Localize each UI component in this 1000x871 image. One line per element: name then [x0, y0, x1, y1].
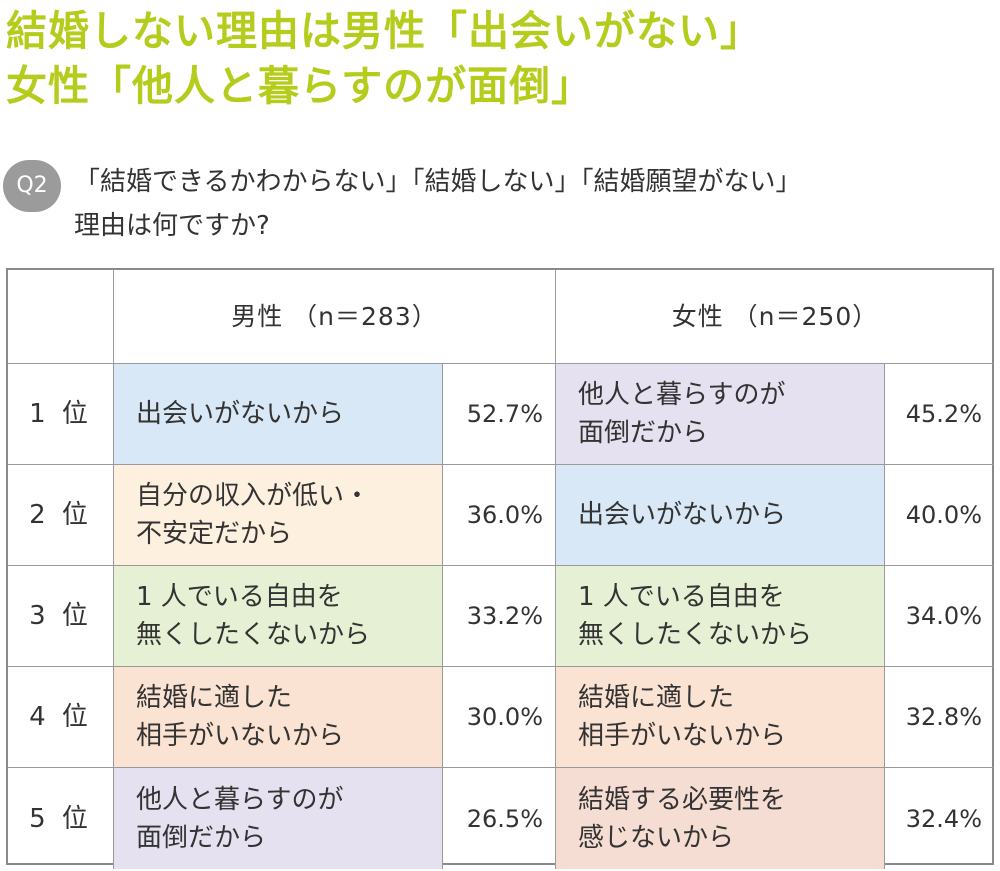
female-value: 32.4%: [885, 768, 994, 869]
rank-cell-text: 2 位: [29, 500, 92, 530]
male-value-text: 30.0%: [466, 703, 543, 731]
male-value: 30.0%: [443, 667, 556, 768]
male-value-text: 26.5%: [466, 804, 543, 833]
male-value: 36.0%: [443, 465, 556, 566]
female-reason-text: 結婚に適した 相手がいないから: [578, 683, 787, 751]
headline: 結婚しない理由は男性「出会いがない」 女性「他人と暮らすのが面倒」: [6, 4, 996, 114]
header-female-text: 女性 （n＝250）: [671, 301, 879, 331]
question-line-1: 「結婚できるかわからない」「結婚しない」「結婚願望がない」: [74, 167, 802, 197]
male-reason-text: 出会いがないから: [136, 399, 345, 429]
male-value-text: 52.7%: [466, 400, 543, 428]
female-value-text: 45.2%: [905, 400, 982, 428]
female-reason: 結婚する必要性を 感じないから: [556, 768, 885, 869]
question-line-2: 理由は何ですか?: [74, 211, 270, 241]
male-value: 52.7%: [443, 364, 556, 465]
male-reason: 出会いがないから: [114, 364, 443, 465]
male-value: 26.5%: [443, 768, 556, 869]
male-reason: 他人と暮らすのが 面倒だから: [114, 768, 443, 869]
female-value-text: 40.0%: [905, 501, 982, 529]
rank-cell-text: 3 位: [29, 601, 92, 631]
header-male: 男性 （n＝283）: [114, 270, 556, 364]
male-reason: 結婚に適した 相手がいないから: [114, 667, 443, 768]
male-value-text: 36.0%: [466, 501, 543, 529]
male-reason-text: 結婚に適した 相手がいないから: [136, 683, 345, 751]
header-rank-blank: [8, 270, 114, 364]
rank-cell: 4 位: [8, 667, 114, 768]
rank-cell: 2 位: [8, 465, 114, 566]
female-value-text: 32.4%: [905, 804, 982, 833]
male-reason-text: 自分の収入が低い・ 不安定だから: [136, 481, 371, 549]
rank-cell: 5 位: [8, 768, 114, 869]
male-reason-text: 他人と暮らすのが 面倒だから: [136, 784, 344, 853]
female-value: 40.0%: [885, 465, 994, 566]
female-reason: 1 人でいる自由を 無くしたくないから: [556, 566, 885, 667]
rank-cell: 3 位: [8, 566, 114, 667]
male-value: 33.2%: [443, 566, 556, 667]
question-text: 「結婚できるかわからない」「結婚しない」「結婚願望がない」 理由は何ですか?: [74, 160, 994, 248]
male-value-text: 33.2%: [466, 602, 543, 630]
question-badge: Q2: [3, 160, 61, 212]
male-reason: 1 人でいる自由を 無くしたくないから: [114, 566, 443, 667]
rank-cell: 1 位: [8, 364, 114, 465]
male-reason: 自分の収入が低い・ 不安定だから: [114, 465, 443, 566]
header-male-text: 男性 （n＝283）: [231, 301, 438, 331]
female-reason: 結婚に適した 相手がいないから: [556, 667, 885, 768]
female-reason-text: 出会いがないから: [578, 500, 787, 530]
female-reason: 他人と暮らすのが 面倒だから: [556, 364, 885, 465]
rank-cell-text: 1 位: [29, 399, 92, 429]
rank-cell-text: 4 位: [29, 702, 92, 732]
ranking-table: 男性 （n＝283） 女性 （n＝250） 1 位出会いがないから 52.7% 他人と暮…: [6, 268, 994, 869]
female-value-text: 34.0%: [905, 602, 982, 630]
female-value: 32.8%: [885, 667, 994, 768]
female-reason-text: 1 人でいる自由を 無くしたくないから: [578, 582, 813, 650]
headline-line-2: 女性「他人と暮らすのが面倒」: [6, 62, 594, 110]
female-value: 34.0%: [885, 566, 994, 667]
female-value-text: 32.8%: [905, 703, 982, 731]
header-female: 女性 （n＝250）: [556, 270, 994, 364]
female-reason-text: 他人と暮らすのが 面倒だから: [578, 380, 786, 448]
female-reason-text: 結婚する必要性を 感じないから: [578, 784, 787, 853]
female-reason: 出会いがないから: [556, 465, 885, 566]
rank-cell-text: 5 位: [29, 803, 92, 834]
male-reason-text: 1 人でいる自由を 無くしたくないから: [136, 582, 371, 650]
headline-line-1: 結婚しない理由は男性「出会いがない」: [6, 7, 762, 55]
female-value: 45.2%: [885, 364, 994, 465]
